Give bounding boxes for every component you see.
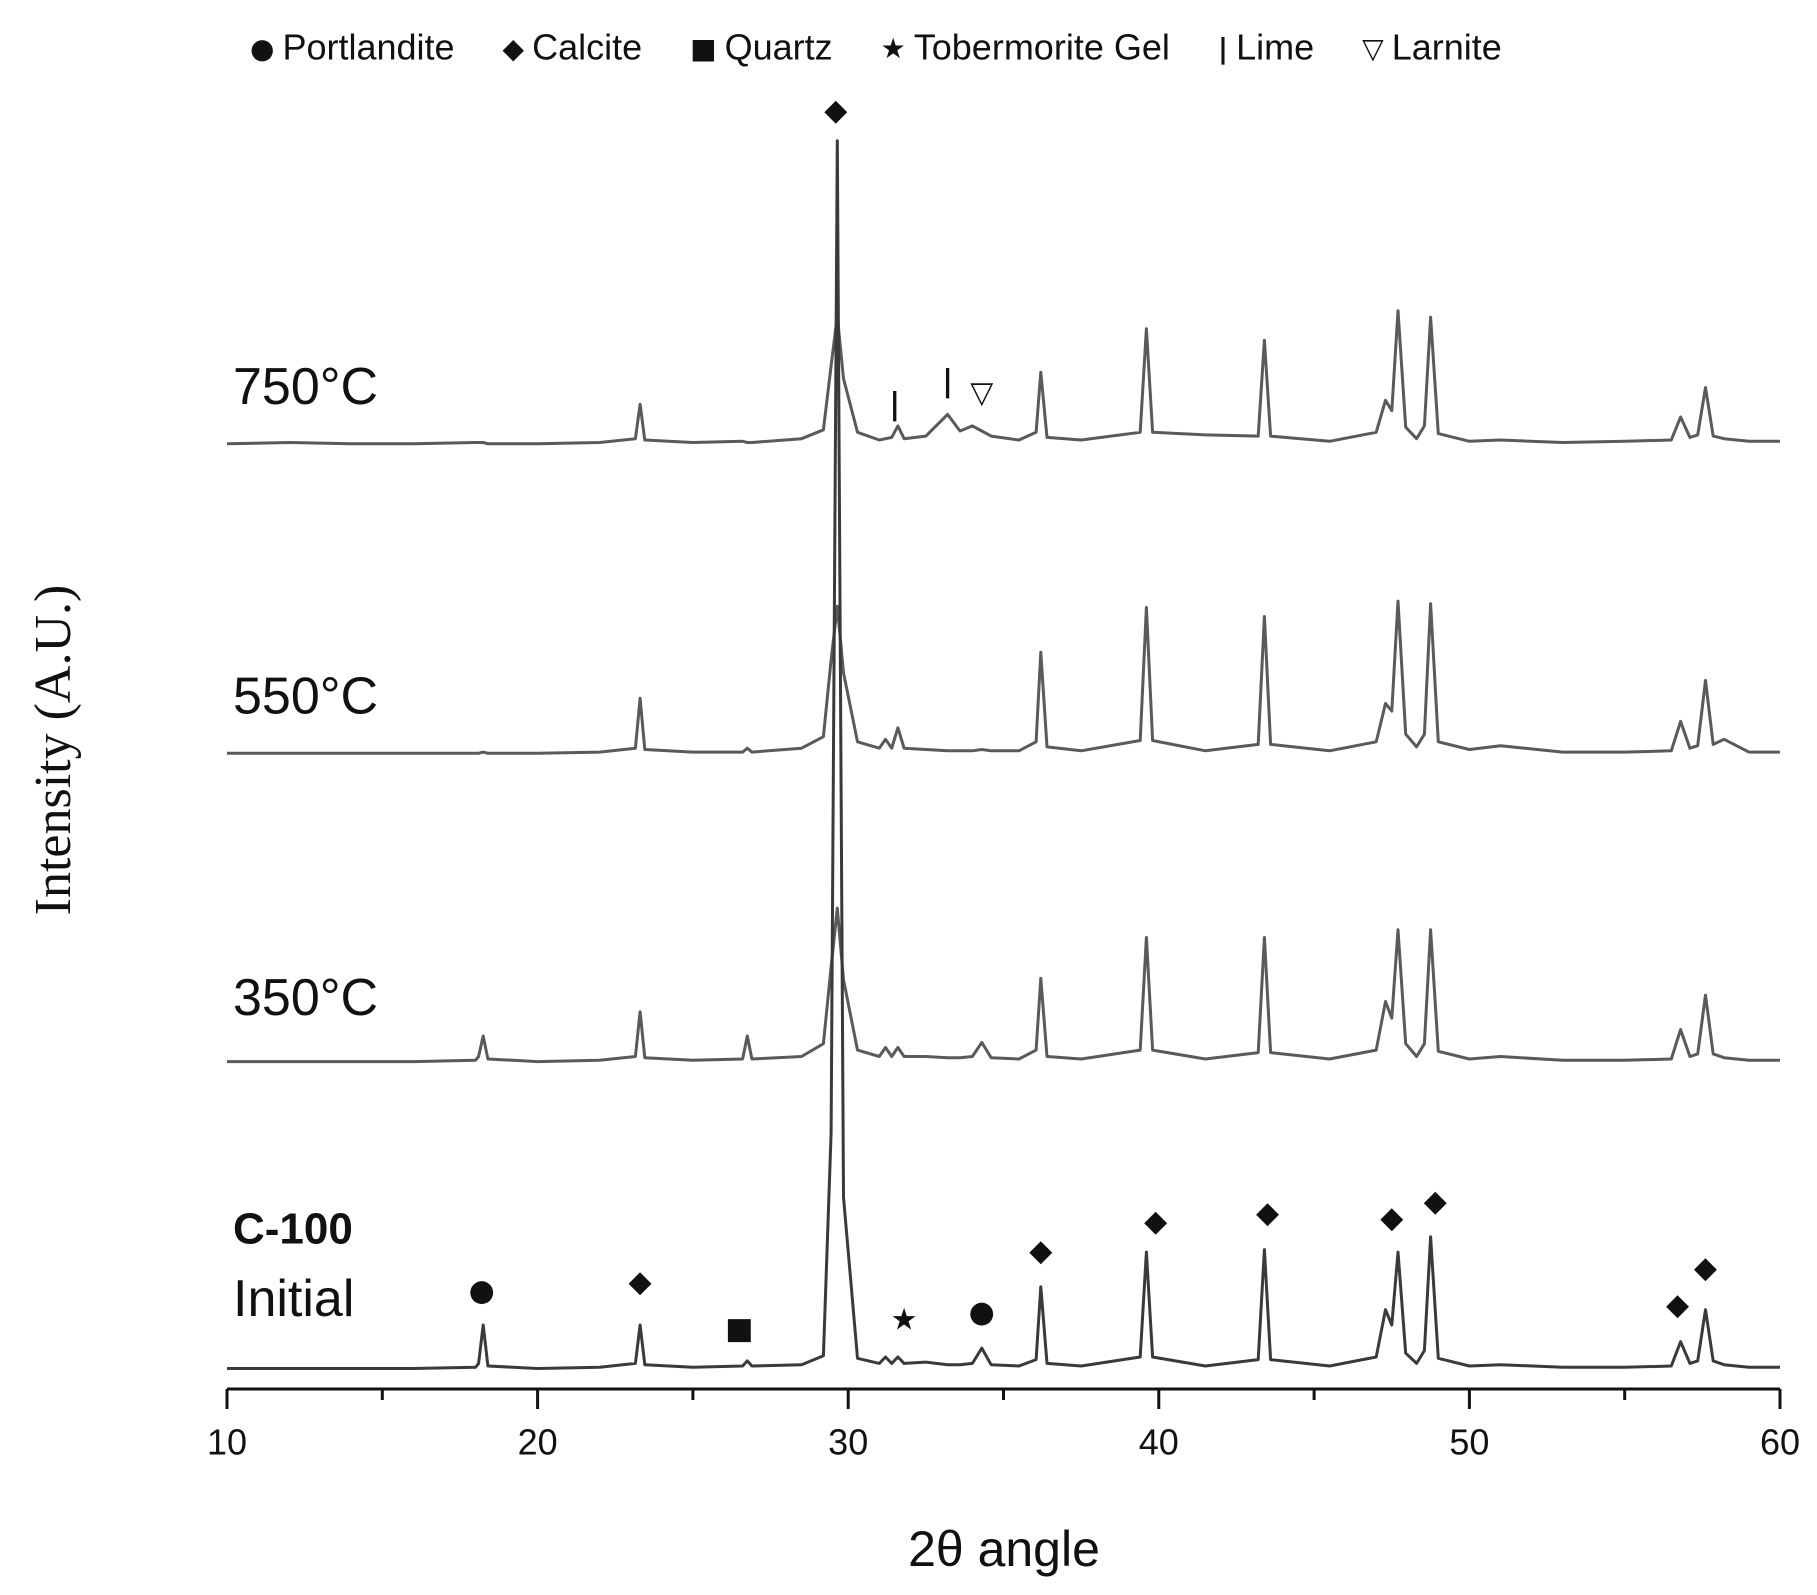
phase-marker: ◆	[824, 93, 847, 128]
legend-label: Portlandite	[282, 27, 454, 68]
phase-marker: ◆	[629, 1264, 652, 1299]
series-label: 750°C	[233, 358, 378, 416]
x-tick-label: 60	[1760, 1422, 1800, 1463]
phase-marker: ◆	[1144, 1204, 1167, 1239]
legend-label: Calcite	[532, 27, 642, 68]
trace	[227, 906, 1780, 1064]
phase-marker: ◆	[1256, 1195, 1279, 1230]
x-tick-label: 40	[1139, 1422, 1179, 1463]
legend-symbol: ▽	[1362, 32, 1384, 65]
legend-symbol: ■	[690, 32, 716, 65]
legend-symbol: |	[1218, 32, 1228, 65]
legend-symbol: ●	[250, 32, 274, 65]
phase-marker: |	[942, 364, 953, 399]
legend-label: Quartz	[725, 27, 833, 68]
phase-marker: ●	[969, 1295, 995, 1330]
x-tick-label: 50	[1449, 1422, 1489, 1463]
phase-marker: |	[889, 387, 900, 422]
phase-marker: ■	[725, 1312, 753, 1347]
phase-marker: ●	[469, 1273, 495, 1308]
phase-marker: ◆	[1029, 1234, 1052, 1269]
series-label: 550°C	[233, 667, 378, 725]
y-axis-label: Intensity (A.U.)	[25, 585, 82, 916]
phase-marker: ◆	[1424, 1184, 1447, 1219]
phase-marker: ◆	[1694, 1250, 1717, 1285]
sample-label: C-100	[233, 1204, 353, 1253]
x-axis-label: 2θ angle	[908, 1521, 1100, 1577]
legend-symbol: ◆	[503, 32, 525, 65]
trace	[227, 139, 1780, 1370]
phase-marker: ◆	[1666, 1287, 1689, 1322]
trace	[226, 309, 1780, 446]
phase-marker: ◆	[1380, 1200, 1403, 1235]
legend-symbol: ★	[881, 32, 906, 65]
series-label: 350°C	[233, 969, 378, 1027]
x-tick-label: 20	[518, 1422, 558, 1463]
x-tick-label: 10	[207, 1422, 247, 1463]
phase-marker: ▽	[970, 375, 993, 410]
legend-label: Lime	[1236, 27, 1314, 68]
legend-label: Larnite	[1392, 27, 1502, 68]
phase-marker: ★	[891, 1303, 918, 1338]
legend-label: Tobermorite Gel	[914, 27, 1170, 68]
series-label: Initial	[233, 1270, 354, 1328]
trace	[227, 599, 1780, 755]
x-tick-label: 30	[828, 1422, 868, 1463]
